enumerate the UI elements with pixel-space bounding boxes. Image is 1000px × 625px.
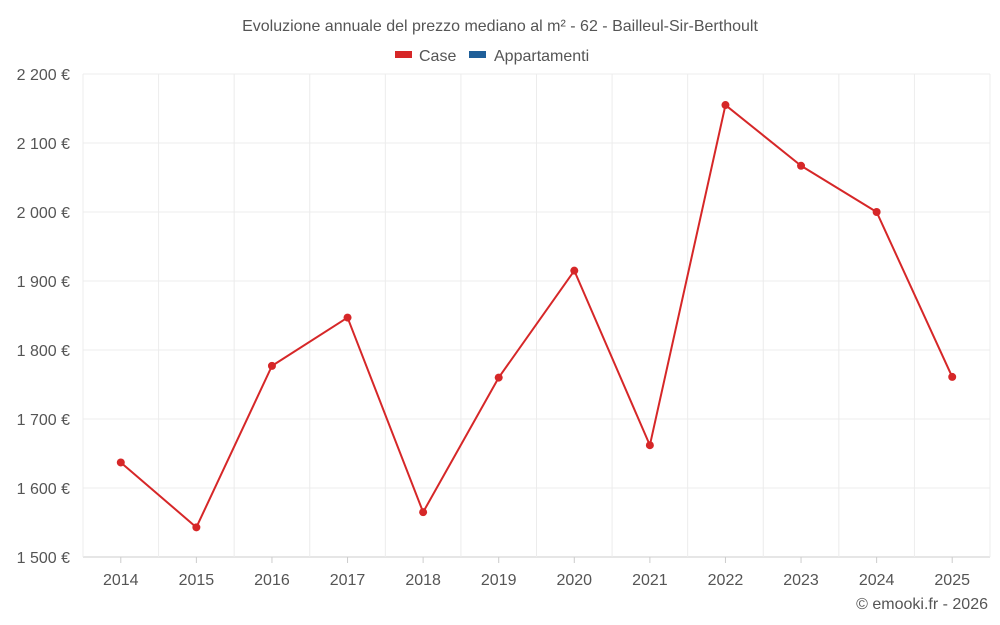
data-point[interactable] — [419, 508, 428, 517]
data-point[interactable] — [645, 441, 654, 450]
series-layer — [116, 101, 957, 532]
x-tick-label: 2018 — [405, 572, 441, 589]
data-point[interactable] — [267, 361, 276, 370]
credit-text: © emooki.fr - 2026 — [856, 596, 988, 613]
legend-swatch[interactable] — [469, 51, 486, 58]
series-line — [120, 104, 954, 529]
legend-label[interactable]: Case — [419, 48, 456, 65]
x-tick-label: 2019 — [481, 572, 517, 589]
y-tick-label: 1 500 € — [17, 550, 70, 567]
x-tick-label: 2022 — [708, 572, 744, 589]
data-point[interactable] — [116, 458, 125, 467]
x-tick-label: 2024 — [859, 572, 895, 589]
legend-label[interactable]: Appartamenti — [494, 48, 589, 65]
y-tick-label: 2 100 € — [17, 136, 70, 153]
data-point[interactable] — [872, 208, 881, 216]
y-tick-label: 1 900 € — [17, 274, 70, 291]
x-tick-label: 2021 — [632, 572, 668, 589]
data-point[interactable] — [797, 161, 806, 170]
grid-lines — [82, 73, 991, 563]
x-tick-label: 2023 — [783, 572, 819, 589]
data-point[interactable] — [343, 313, 352, 322]
legend[interactable]: Case Appartamenti — [395, 48, 589, 65]
chart-title: Evoluzione annuale del prezzo mediano al… — [242, 18, 758, 35]
y-tick-label: 2 200 € — [17, 67, 70, 84]
legend-swatch[interactable] — [395, 51, 412, 58]
y-axis: 1 500 € 1 600 € 1 700 € 1 800 € 1 900 € 2 000… — [17, 67, 70, 567]
y-tick-label: 1 700 € — [17, 412, 70, 429]
x-tick-label: 2017 — [330, 572, 366, 589]
x-tick-label: 2025 — [934, 572, 970, 589]
y-tick-label: 2 000 € — [17, 205, 70, 222]
x-tick-label: 2015 — [179, 572, 215, 589]
data-point[interactable] — [494, 373, 503, 382]
data-point[interactable] — [192, 523, 201, 532]
x-tick-label: 2014 — [103, 572, 139, 589]
data-point[interactable] — [948, 372, 957, 381]
x-axis: 2014 2015 2016 2017 2018 2019 2020 2021 2022 2023… — [103, 572, 970, 589]
y-tick-label: 1 800 € — [17, 343, 70, 360]
x-tick-label: 2016 — [254, 572, 290, 589]
data-point[interactable] — [570, 266, 579, 275]
x-tick-label: 2020 — [556, 572, 592, 589]
y-tick-label: 1 600 € — [17, 481, 70, 498]
data-point[interactable] — [721, 101, 730, 110]
